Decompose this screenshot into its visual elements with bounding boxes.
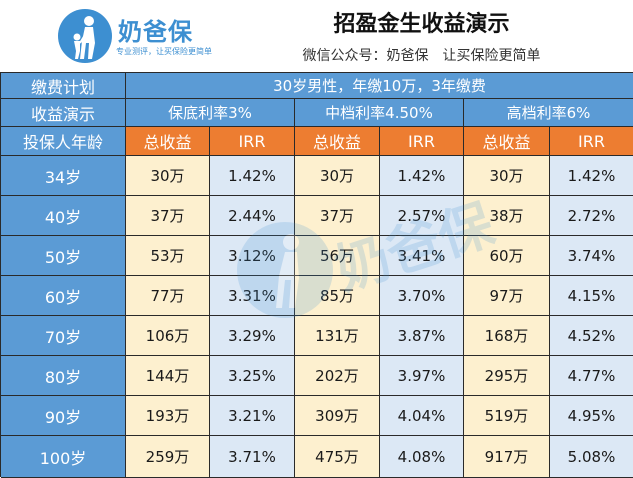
table-cell: 168万 (464, 316, 550, 356)
table-cell: 60万 (464, 236, 550, 276)
table-cell: 56万 (295, 236, 380, 276)
benefit-table: 缴费计划 30岁男性，年缴10万，3年缴费 收益演示 保底利率3% 中档利率4.… (0, 72, 633, 478)
table-cell: 37万 (295, 196, 380, 236)
table-cell: 519万 (464, 396, 550, 436)
table-cell: 3.21% (210, 396, 295, 436)
table-cell: 1.42% (380, 156, 464, 196)
row-age: 80岁 (1, 356, 126, 396)
table-cell: 4.95% (550, 396, 633, 436)
brand-slogan: 专业测评，让买保险更简单 (116, 47, 212, 56)
table-cell: 4.52% (550, 316, 633, 356)
table-cell: 4.08% (380, 436, 464, 478)
page-title: 招盈金生收益演示 (333, 12, 510, 37)
table-cell: 106万 (126, 316, 210, 356)
table-cell: 4.15% (550, 276, 633, 316)
table-cell: 2.72% (550, 196, 633, 236)
row-age: 34岁 (1, 156, 126, 196)
row-age: 50岁 (1, 236, 126, 276)
table-cell: 131万 (295, 316, 380, 356)
scenario-low: 保底利率3% (126, 99, 295, 127)
table-cell: 4.04% (380, 396, 464, 436)
table-cell: 3.29% (210, 316, 295, 356)
table-cell: 3.97% (380, 356, 464, 396)
row-age: 70岁 (1, 316, 126, 356)
table-cell: 37万 (126, 196, 210, 236)
brand-logo: 奶爸保 专业测评，让买保险更简单 (0, 0, 212, 72)
scenario-high: 高档利率6% (464, 99, 633, 127)
table-cell: 3.25% (210, 356, 295, 396)
table-cell: 3.12% (210, 236, 295, 276)
table-cell: 77万 (126, 276, 210, 316)
table-cell: 917万 (464, 436, 550, 478)
table-cell: 30万 (464, 156, 550, 196)
column-header: IRR (380, 127, 464, 156)
table-cell: 53万 (126, 236, 210, 276)
table-cell: 38万 (464, 196, 550, 236)
table-cell: 144万 (126, 356, 210, 396)
scenario-mid: 中档利率4.50% (295, 99, 464, 127)
row-age: 90岁 (1, 396, 126, 436)
table-cell: 3.74% (550, 236, 633, 276)
table-cell: 259万 (126, 436, 210, 478)
plan-value: 30岁男性，年缴10万，3年缴费 (126, 73, 633, 99)
header: 奶爸保 专业测评，让买保险更简单 招盈金生收益演示 微信公众号：奶爸保 让买保险… (0, 0, 633, 72)
column-header: 总收益 (126, 127, 210, 156)
table-cell: 309万 (295, 396, 380, 436)
table-cell: 3.70% (380, 276, 464, 316)
page-subtitle: 微信公众号：奶爸保 让买保险更简单 (302, 48, 541, 64)
table-cell: 1.42% (550, 156, 633, 196)
table-cell: 5.08% (550, 436, 633, 478)
column-header: IRR (210, 127, 295, 156)
table-cell: 202万 (295, 356, 380, 396)
table-cell: 2.44% (210, 196, 295, 236)
row-age: 40岁 (1, 196, 126, 236)
table-cell: 85万 (295, 276, 380, 316)
table-cell: 3.41% (380, 236, 464, 276)
column-header: IRR (550, 127, 633, 156)
table-cell: 30万 (126, 156, 210, 196)
column-header: 总收益 (295, 127, 380, 156)
table-cell: 193万 (126, 396, 210, 436)
brand-name: 奶爸保 (118, 18, 193, 46)
column-header: 总收益 (464, 127, 550, 156)
table-cell: 475万 (295, 436, 380, 478)
table-cell: 30万 (295, 156, 380, 196)
row-age: 60岁 (1, 276, 126, 316)
table-cell: 3.87% (380, 316, 464, 356)
row-age: 100岁 (1, 436, 126, 478)
scenario-label: 收益演示 (1, 99, 126, 127)
age-label: 投保人年龄 (1, 127, 126, 156)
table-cell: 4.77% (550, 356, 633, 396)
table-cell: 1.42% (210, 156, 295, 196)
table-cell: 3.31% (210, 276, 295, 316)
table-cell: 3.71% (210, 436, 295, 478)
table-cell: 97万 (464, 276, 550, 316)
parent-child-icon (58, 9, 112, 63)
plan-label: 缴费计划 (1, 73, 126, 99)
table-cell: 295万 (464, 356, 550, 396)
table-cell: 2.57% (380, 196, 464, 236)
